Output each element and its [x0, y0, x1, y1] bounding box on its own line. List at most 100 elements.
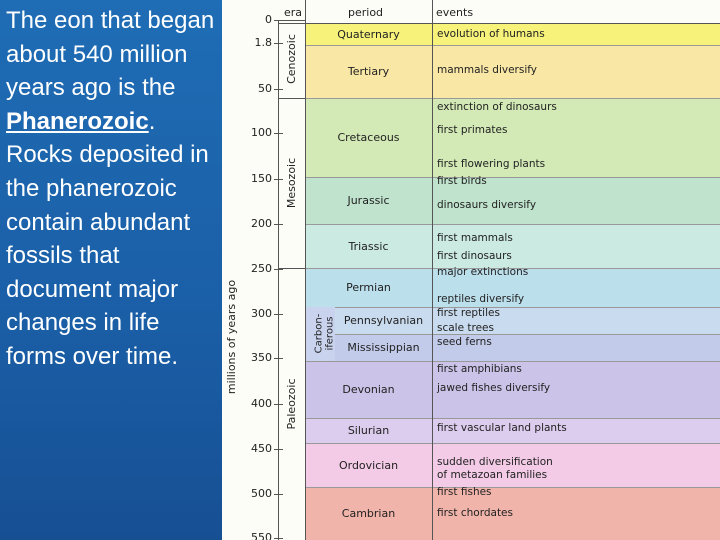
divider: [305, 98, 720, 99]
event-label: first dinosaurs: [437, 250, 512, 262]
divider: [305, 361, 720, 362]
text-panel: The eon that began about 540 million yea…: [0, 0, 222, 540]
tick-label: 400: [251, 397, 272, 410]
term-link[interactable]: Phanerozoic: [6, 107, 149, 135]
column-line: [305, 0, 306, 540]
period-band: [305, 443, 720, 487]
period-band: [305, 418, 720, 443]
column-header: period: [348, 6, 384, 19]
event-label: scale trees: [437, 322, 494, 334]
event-label: first amphibians: [437, 363, 522, 375]
divider: [305, 177, 720, 178]
tick-label: 550: [251, 531, 272, 540]
tick-mark: [274, 179, 283, 180]
period-label: Pennsylvanian: [343, 314, 424, 327]
header-line: [278, 23, 720, 24]
period-label: Mississippian: [347, 341, 420, 354]
event-label: first flowering plants: [437, 158, 546, 170]
event-label: mammals diversify: [437, 64, 537, 76]
event-label: first primates: [437, 124, 508, 136]
tick-mark: [274, 358, 283, 359]
tick-mark: [274, 538, 283, 539]
period-band: [305, 268, 720, 307]
slide-text: The eon that began about 540 million yea…: [6, 4, 218, 374]
divider: [305, 487, 720, 488]
era-divider: [278, 20, 305, 21]
era-divider: [278, 98, 305, 99]
event-label: seed ferns: [437, 336, 492, 348]
tick-label: 500: [251, 487, 272, 500]
event-label: extinction of dinosaurs: [437, 101, 557, 113]
tick-label: 1.8: [254, 36, 273, 49]
tick-mark: [274, 314, 283, 315]
event-label: dinosaurs diversify: [437, 199, 537, 211]
period-band: [305, 334, 720, 361]
column-header: events: [436, 6, 474, 19]
tick-label: 250: [251, 262, 272, 275]
period-label: Devonian: [342, 383, 395, 396]
period-band: [305, 23, 720, 45]
period-band: [305, 224, 720, 268]
period-label: Permian: [346, 281, 391, 294]
period-band: [305, 487, 720, 540]
era-label: Mesozoic: [285, 157, 298, 209]
divider: [305, 418, 720, 419]
divider: [305, 307, 720, 308]
tick-mark: [274, 224, 283, 225]
period-label: Silurian: [347, 424, 390, 437]
text: . Rocks deposited in the phanerozoic con…: [6, 107, 209, 370]
divider: [305, 45, 720, 46]
carboniferous-cell: [305, 307, 335, 361]
period-label: Triassic: [348, 239, 389, 253]
divider: [305, 268, 720, 269]
tick-label: 200: [251, 217, 272, 230]
event-label: first reptiles: [437, 307, 500, 319]
divider: [305, 224, 720, 225]
axis-label: millions of years ago: [225, 279, 238, 395]
period-band: [305, 98, 720, 177]
divider: [305, 334, 720, 335]
tick-label: 150: [251, 172, 272, 185]
event-label: first mammals: [437, 232, 513, 244]
period-label: Quaternary: [337, 27, 400, 41]
tick-mark: [274, 133, 283, 134]
tick-mark: [274, 43, 283, 44]
event-label: first birds: [437, 175, 487, 187]
timescale: Quaternary Tertiary Cretaceous Jurassic Tria…: [222, 0, 720, 540]
event-label: first fishes: [437, 486, 492, 498]
tick-mark: [274, 269, 283, 270]
tick-mark: [274, 494, 283, 495]
event-label: evolution of humans: [437, 28, 545, 40]
divider: [305, 443, 720, 444]
tick-mark: [274, 404, 283, 405]
axis-line: [278, 20, 279, 540]
event-label: reptiles diversify: [437, 293, 525, 305]
event-label: major extinctions: [437, 266, 529, 278]
tick-label: 300: [251, 307, 272, 320]
column-line: [432, 0, 433, 540]
era-label: Cenozoic: [285, 34, 298, 84]
tick-label: 350: [251, 351, 272, 364]
period-band: [305, 361, 720, 418]
text: The eon that began about 540 million yea…: [6, 7, 215, 102]
period-band: [305, 177, 720, 224]
carboniferous-label: iferous: [324, 316, 336, 351]
event-label: jawed fishes diversify: [437, 382, 551, 394]
tick-label: 450: [251, 442, 272, 455]
period-label: Tertiary: [347, 65, 390, 78]
period-label: Cretaceous: [337, 131, 400, 144]
tick-label: 0: [265, 13, 272, 26]
event-label: first chordates: [437, 507, 513, 519]
period-label: Cambrian: [341, 507, 396, 520]
tick-mark: [274, 89, 283, 90]
period-label: Ordovician: [338, 458, 399, 472]
event-label: first vascular land plants: [437, 422, 567, 434]
column-header: era: [284, 6, 303, 19]
tick-label: 50: [258, 82, 272, 95]
era-label: Paleozoic: [285, 378, 298, 430]
event-label: sudden diversification of metazoan famil…: [437, 456, 553, 481]
period-band: [305, 45, 720, 98]
tick-label: 100: [251, 126, 272, 139]
tick-mark: [274, 449, 283, 450]
